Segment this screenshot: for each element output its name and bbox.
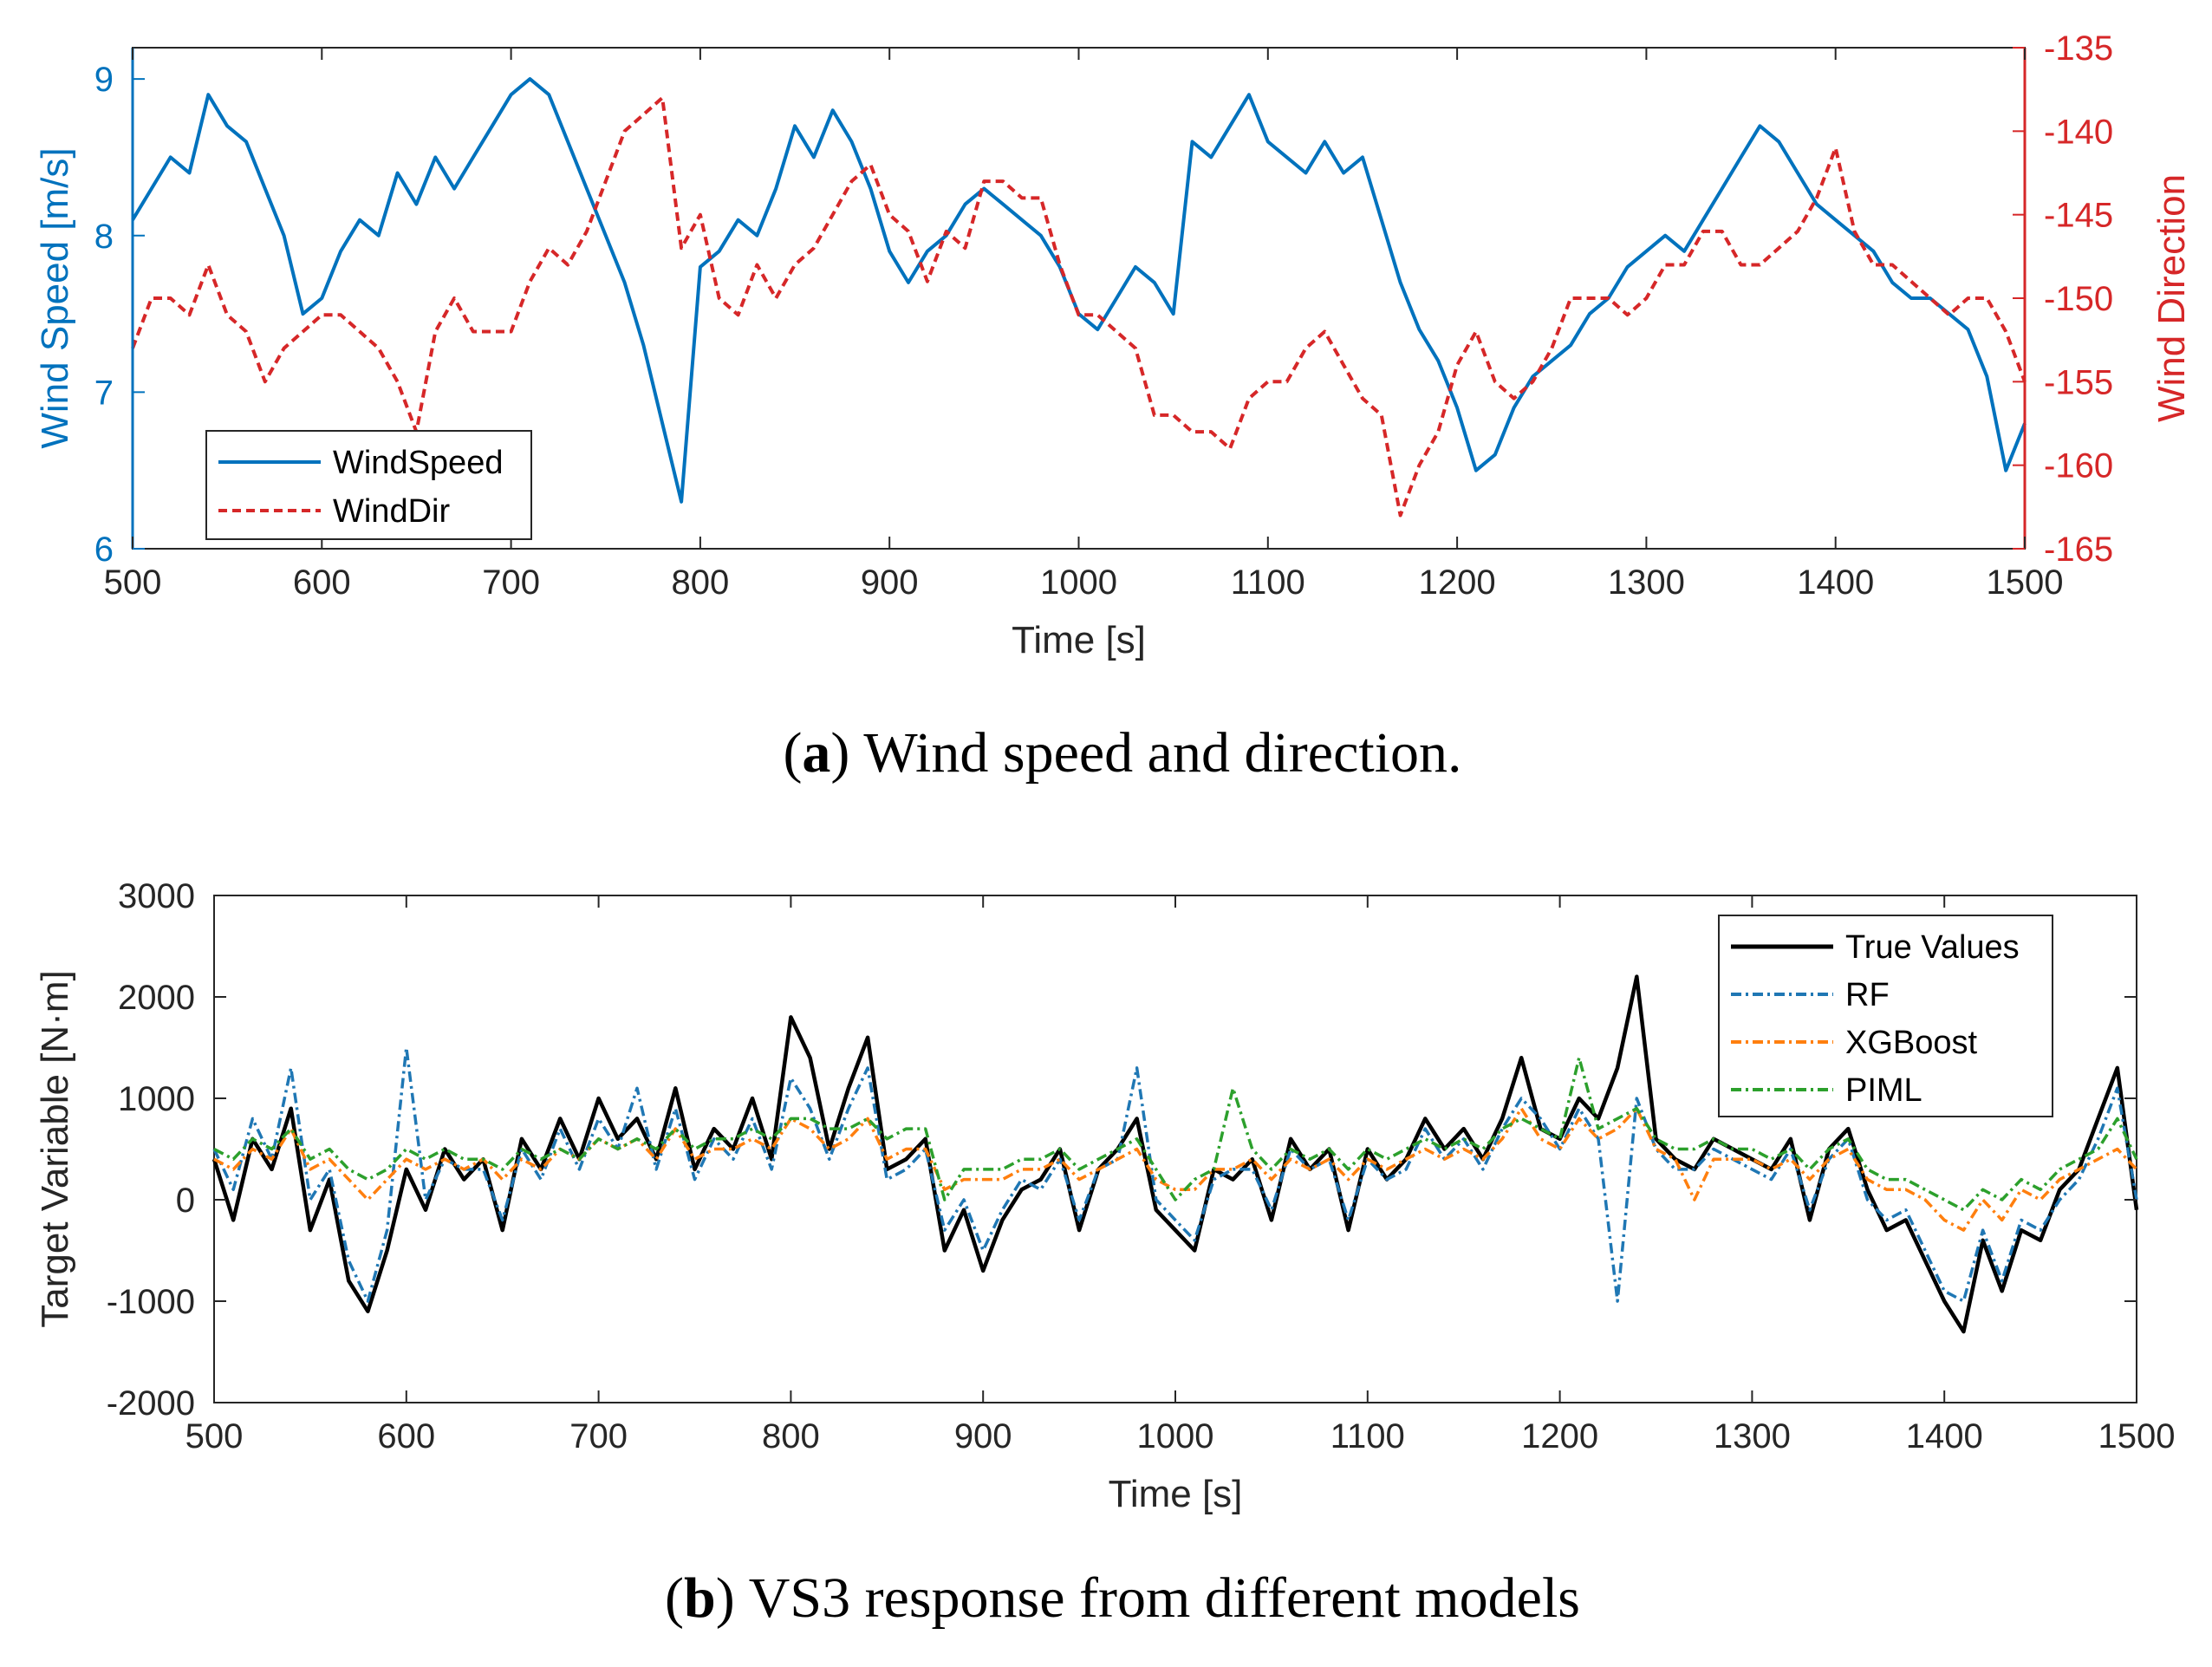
- chart-b-x-axis-label: Time [s]: [1109, 1473, 1243, 1515]
- chart-a-y-tick-label: 7: [94, 374, 114, 412]
- chart-b-series-rf: [212, 1045, 2138, 1303]
- chart-b-axes: 500 600 700 800 900 1000 1100 1200 1300 1400 1500 3…: [107, 877, 2176, 1455]
- chart-a-x-tick-label: 1400: [1797, 563, 1874, 602]
- chart-a-x-tick-label: 500: [104, 563, 162, 602]
- chart-a-x-tick-label: 1200: [1419, 563, 1496, 602]
- chart-b-legend-label-true-values: True Values: [1845, 929, 2020, 966]
- chart-a-series-winddir: [131, 95, 2027, 518]
- caption-a-open: (: [783, 721, 802, 785]
- chart-a: 500 600 700 800 900 1000 1100 1200 1300 1400 1500 6…: [34, 29, 2193, 661]
- chart-b-y-tick-label: -2000: [107, 1384, 195, 1423]
- chart-a-x-tick-label: 900: [861, 563, 919, 602]
- chart-b-y-tick-label: 2000: [118, 979, 195, 1017]
- chart-a-y2-tick-label: -140: [2044, 113, 2113, 151]
- chart-b-y-axis-label: Target Variable [N·m]: [34, 970, 76, 1327]
- chart-a-axes: 500 600 700 800 900 1000 1100 1200 1300 1400 1500 6…: [94, 29, 2113, 602]
- chart-b-x-tick-label: 1400: [1906, 1417, 1983, 1455]
- chart-a-y-axis-label: Wind Speed [m/s]: [34, 147, 76, 448]
- caption-a: (a) Wind speed and direction.: [783, 721, 1461, 785]
- chart-a-x-tick-label: 600: [293, 563, 351, 602]
- chart-a-x-axis-label: Time [s]: [1012, 619, 1146, 661]
- chart-b-x-tick-label: 600: [377, 1417, 435, 1455]
- chart-a-x-tick-label: 700: [482, 563, 540, 602]
- chart-a-x-tick-label: 1100: [1231, 563, 1305, 602]
- chart-a-y2-tick-label: -150: [2044, 280, 2113, 318]
- chart-a-y2-tick-label: -135: [2044, 29, 2113, 68]
- caption-b-close: ): [716, 1566, 735, 1630]
- chart-b-series-group: [211, 974, 2139, 1334]
- chart-b-x-tick-label: 1200: [1521, 1417, 1598, 1455]
- chart-a-legend-label-windspeed: WindSpeed: [333, 445, 503, 481]
- chart-a-y2-tick-label: -160: [2044, 447, 2113, 485]
- caption-a-label: a: [802, 721, 830, 785]
- chart-b-legend-label-xgboost: XGBoost: [1845, 1025, 1978, 1061]
- chart-b-y-tick-label: 3000: [118, 877, 195, 915]
- caption-a-close: ): [830, 721, 849, 785]
- chart-a-legend-box: [205, 430, 532, 540]
- chart-a-x-tick-label: 800: [672, 563, 730, 602]
- caption-b-label: b: [684, 1566, 716, 1630]
- caption-b-text: VS3 response from different models: [749, 1566, 1580, 1630]
- chart-a-legend: WindSpeed WindDir: [205, 430, 532, 540]
- chart-a-y-tick-label: 9: [94, 61, 114, 99]
- chart-b-series-xgboost: [213, 1106, 2138, 1232]
- chart-a-y-tick-label: 6: [94, 531, 114, 569]
- chart-b-x-tick-label: 800: [762, 1417, 820, 1455]
- chart-b-x-tick-label: 1100: [1330, 1417, 1405, 1455]
- chart-b-y-tick-label: 0: [176, 1182, 195, 1220]
- caption-b-open: (: [665, 1566, 684, 1630]
- chart-a-series-group: [131, 77, 2027, 518]
- chart-b-x-tick-label: 1000: [1137, 1417, 1214, 1455]
- chart-b-legend-label-piml: PIML: [1845, 1072, 1922, 1109]
- chart-a-y2-tick-label: -145: [2044, 197, 2113, 235]
- caption-b: (b) VS3 response from different models: [665, 1566, 1580, 1630]
- chart-b-x-tick-label: 700: [569, 1417, 628, 1455]
- chart-b-x-tick-label: 1300: [1714, 1417, 1791, 1455]
- chart-a-y2-tick-label: -155: [2044, 363, 2113, 401]
- chart-b-legend-label-rf: RF: [1845, 977, 1890, 1013]
- chart-b-y-tick-label: 1000: [118, 1080, 195, 1118]
- chart-a-y2-tick-label: -165: [2044, 531, 2113, 569]
- chart-b: 500 600 700 800 900 1000 1100 1200 1300 1400 1500 3…: [34, 877, 2175, 1515]
- chart-b-x-tick-label: 500: [185, 1417, 244, 1455]
- chart-a-legend-label-winddir: WindDir: [333, 493, 450, 530]
- chart-b-legend-box: [1718, 915, 2053, 1117]
- chart-a-x-tick-label: 1500: [1987, 563, 2064, 602]
- chart-b-x-tick-label: 1500: [2098, 1417, 2176, 1455]
- chart-b-legend: True Values RF XGBoost PIML: [1718, 915, 2053, 1117]
- chart-a-y-tick-label: 8: [94, 218, 114, 256]
- chart-a-x-tick-label: 1300: [1608, 563, 1685, 602]
- caption-a-text: Wind speed and direction.: [863, 721, 1461, 785]
- chart-a-y2-axis-label: Wind Direction: [2150, 174, 2193, 422]
- chart-b-y-tick-label: -1000: [107, 1283, 195, 1321]
- chart-b-series-piml: [213, 1056, 2138, 1212]
- chart-b-x-tick-label: 900: [954, 1417, 1012, 1455]
- chart-a-x-tick-label: 1000: [1040, 563, 1117, 602]
